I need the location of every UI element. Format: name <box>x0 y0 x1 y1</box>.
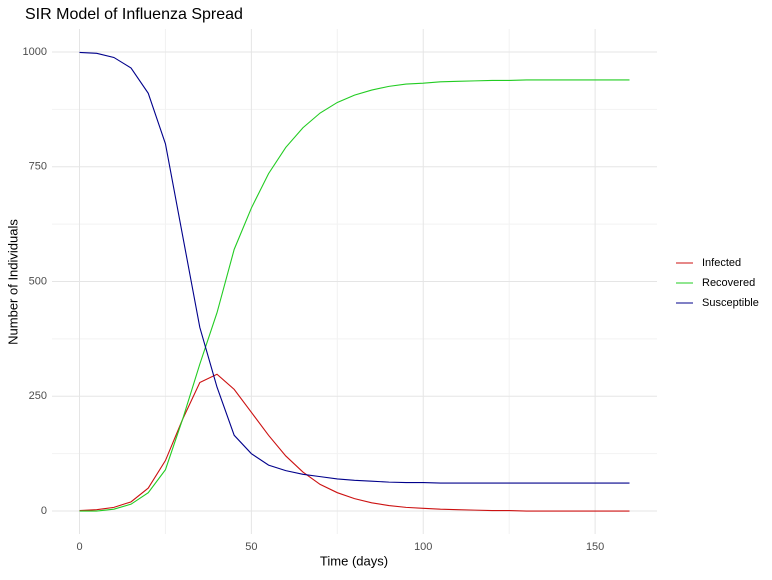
y-tick-label: 1000 <box>23 46 47 58</box>
y-tick-label: 250 <box>29 390 47 402</box>
y-axis-label: Number of Individuals <box>5 219 20 345</box>
legend-label: Recovered <box>702 277 755 289</box>
x-tick-label: 150 <box>586 541 604 553</box>
legend-label: Susceptible <box>702 297 759 309</box>
x-axis-label: Time (days) <box>320 553 388 568</box>
series-line <box>79 373 630 512</box>
x-tick-label: 50 <box>245 541 257 553</box>
series-line <box>79 79 630 512</box>
series-line <box>79 51 630 484</box>
x-tick-label: 0 <box>76 541 82 553</box>
legend-label: Infected <box>702 257 741 269</box>
y-tick-label: 750 <box>29 161 47 173</box>
y-tick-label: 0 <box>41 505 47 517</box>
x-tick-label: 100 <box>414 541 432 553</box>
y-tick-label: 500 <box>29 275 47 287</box>
chart-title: SIR Model of Influenza Spread <box>25 6 243 23</box>
